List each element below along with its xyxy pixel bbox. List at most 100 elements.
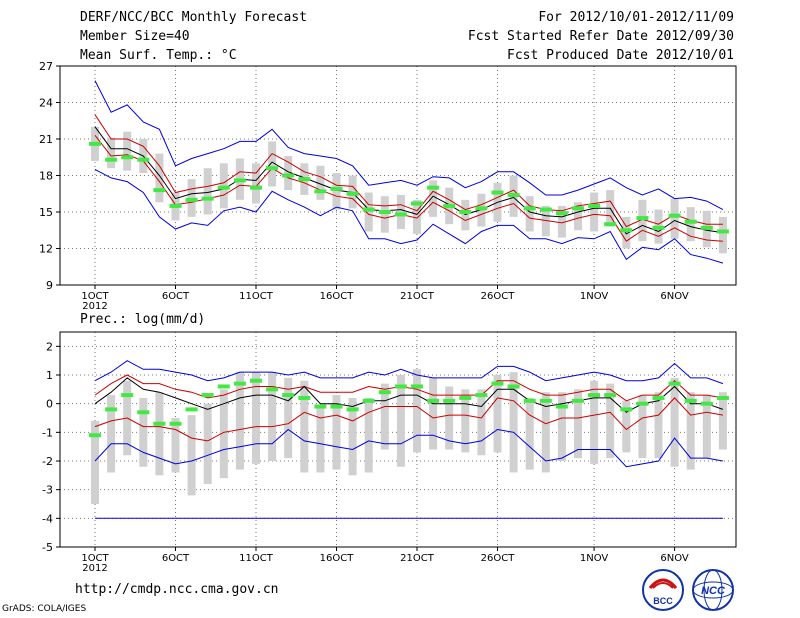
spread-box	[155, 153, 164, 203]
spread-box	[284, 156, 293, 191]
series-min-line	[94, 168, 724, 264]
series-max-line	[94, 360, 724, 385]
median-marker	[507, 192, 520, 197]
spread-box	[332, 395, 341, 470]
median-marker	[668, 213, 681, 218]
y-tick-label: 2	[46, 340, 53, 353]
median-marker	[427, 185, 440, 190]
median-marker	[620, 407, 633, 412]
spread-box	[686, 207, 695, 242]
median-marker	[555, 211, 568, 216]
median-marker	[362, 398, 375, 403]
chart-title: DERF/NCC/BCC Monthly Forecast	[80, 10, 307, 25]
y-tick-label: 0	[46, 398, 53, 411]
spread-box	[654, 392, 663, 459]
y-tick-label: 12	[39, 243, 53, 256]
x-tick-label: 26OCT	[481, 291, 516, 302]
spread-box	[718, 216, 727, 254]
ncc-logo-text: NCC	[701, 585, 726, 597]
y-tick-label: -3	[42, 484, 53, 497]
x-tick-label: 21OCT	[400, 553, 435, 564]
spread-box	[268, 372, 277, 461]
spread-box	[590, 192, 599, 232]
median-marker	[201, 196, 214, 201]
median-marker	[700, 401, 713, 406]
median-marker	[523, 398, 536, 403]
grads-credit: GrADS: COLA/IGES	[2, 604, 87, 614]
median-marker	[716, 229, 729, 234]
series-lower-line	[94, 397, 723, 442]
median-marker	[217, 384, 230, 389]
median-marker	[105, 407, 118, 412]
spread-box	[429, 377, 438, 450]
y-tick-label: 15	[39, 206, 53, 219]
median-marker	[636, 401, 649, 406]
spread-box	[123, 131, 132, 171]
median-marker	[475, 206, 488, 211]
spread-box	[574, 202, 582, 231]
spread-box	[300, 380, 309, 473]
median-marker	[362, 207, 375, 212]
median-marker	[266, 166, 279, 171]
median-marker	[378, 210, 391, 214]
median-marker	[121, 155, 134, 160]
x-tick-label: 6NOV	[660, 553, 689, 564]
x-tick-label: 6OCT	[162, 291, 190, 302]
median-marker	[121, 393, 134, 398]
median-marker	[282, 393, 295, 398]
median-marker	[346, 407, 359, 412]
y-tick-label: -5	[42, 541, 53, 554]
median-marker	[153, 188, 166, 193]
spread-box	[413, 199, 421, 234]
spread-box	[252, 163, 260, 204]
spread-box	[493, 375, 502, 453]
median-marker	[443, 203, 456, 208]
median-marker	[588, 203, 601, 208]
y-tick-label: -4	[42, 512, 53, 525]
y-tick-label: 24	[39, 97, 53, 110]
median-marker	[250, 378, 262, 383]
x-tick-label: 26OCT	[481, 553, 516, 564]
spread-box	[686, 392, 695, 470]
median-marker	[169, 203, 182, 208]
bcc-logo-text: BCC	[653, 596, 673, 606]
spread-box	[525, 196, 534, 232]
median-marker	[346, 191, 359, 196]
median-marker	[185, 407, 198, 412]
spread-box	[477, 389, 486, 456]
spread-box	[461, 389, 470, 453]
spread-box	[670, 198, 679, 239]
series-max-line	[94, 80, 724, 211]
source-url[interactable]: http://cmdp.ncc.cma.gov.cn	[75, 582, 279, 597]
forecast-produced-date: Fcst Produced Date 2012/10/01	[507, 48, 734, 63]
spread-box	[187, 415, 196, 496]
spread-box	[107, 137, 116, 169]
spread-box	[139, 397, 148, 467]
x-tick-label: 1NOV	[580, 553, 609, 564]
spread-box	[284, 377, 293, 459]
median-marker	[652, 395, 665, 400]
spread-box	[718, 392, 727, 450]
y-tick-label: 27	[39, 60, 53, 73]
median-marker	[491, 381, 504, 386]
x-tick-year: 2012	[82, 563, 107, 574]
spread-box	[235, 372, 244, 470]
x-tick-label: 1OCT	[81, 553, 109, 564]
y-tick-label: -2	[42, 455, 53, 468]
variable-label: Mean Surf. Temp.: °C	[80, 48, 237, 63]
spread-box	[316, 165, 325, 200]
median-marker	[233, 178, 246, 183]
median-marker	[411, 201, 423, 206]
median-marker	[330, 404, 343, 409]
spread-box	[364, 192, 373, 232]
median-marker	[620, 228, 633, 233]
median-marker	[700, 225, 713, 230]
spread-box	[445, 386, 454, 450]
x-tick-label: 11OCT	[239, 553, 274, 564]
y-tick-label: -1	[42, 426, 53, 439]
median-marker	[604, 222, 617, 227]
median-marker	[604, 393, 617, 398]
median-marker	[507, 384, 520, 389]
median-marker	[105, 157, 118, 162]
spread-box	[413, 369, 421, 453]
